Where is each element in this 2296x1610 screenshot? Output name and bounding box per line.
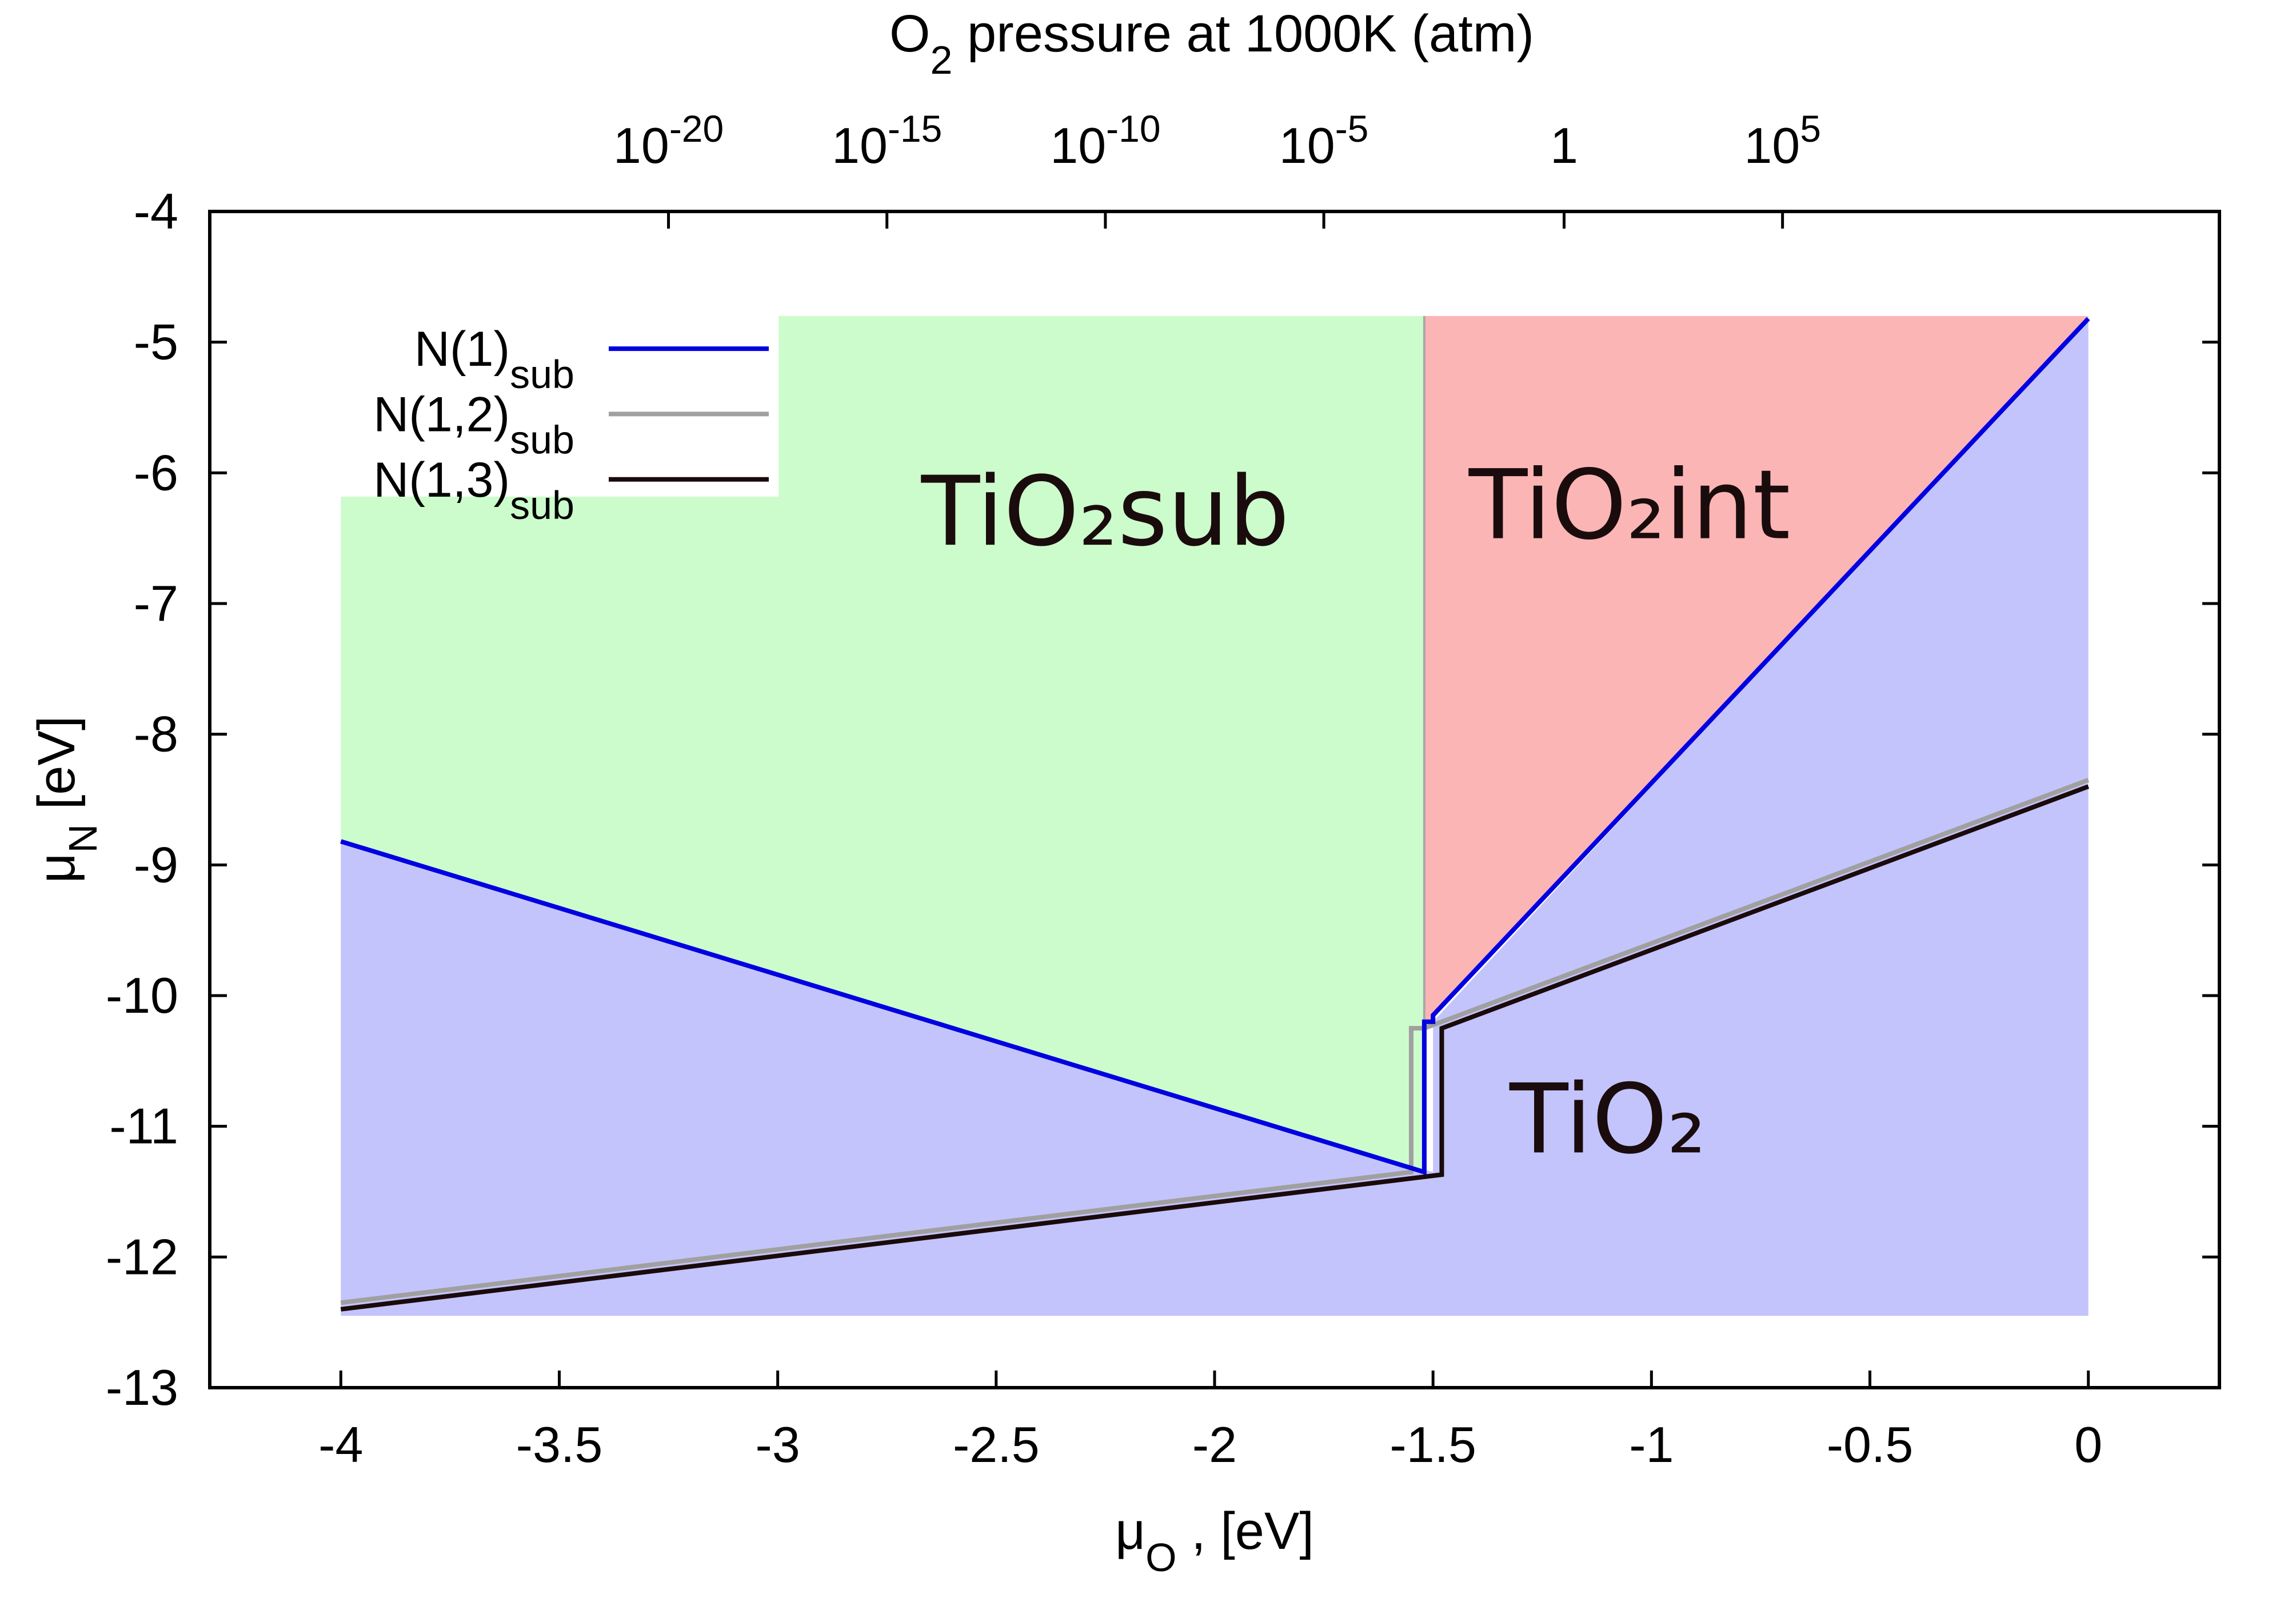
y-axis-title: μN [eV] — [27, 716, 105, 884]
region-label-tio2int: TiO₂int — [1468, 449, 1791, 561]
top-tick-label: 10-15 — [832, 107, 942, 174]
series-line-n-1-sub — [340, 317, 2090, 1176]
top-tick-label: 105 — [1744, 107, 1821, 174]
top-tick-label: 10-20 — [613, 107, 724, 174]
x-tick-label: -1 — [1629, 1416, 1674, 1473]
top-tick-label: 10-10 — [1050, 107, 1160, 174]
region-tio2sub — [341, 315, 1424, 1172]
x-tick-label: -4 — [318, 1416, 363, 1473]
region-label-tio2: TiO₂ — [1509, 1063, 1706, 1175]
region-label-tio2sub: TiO₂sub — [921, 456, 1289, 568]
series-line-n-1-3-sub — [340, 784, 2090, 1312]
y-tick-label: -10 — [106, 967, 178, 1024]
y-tick-label: -11 — [109, 1098, 178, 1154]
top-tick-label: 10-5 — [1279, 107, 1369, 174]
x-tick-label: -2 — [1192, 1416, 1237, 1473]
x-tick-label: -2.5 — [953, 1416, 1040, 1473]
legend-label-n-1-3-sub: N(1,3)sub — [373, 453, 574, 528]
legend-label-n-1-2-sub: N(1,2)sub — [373, 387, 574, 462]
x-tick-label: -3 — [756, 1416, 800, 1473]
y-tick-label: -9 — [134, 836, 178, 893]
top-tick-label: 1 — [1550, 117, 1578, 174]
y-tick-label: -6 — [134, 444, 178, 501]
y-tick-label: -12 — [106, 1228, 178, 1285]
y-tick-label: -5 — [134, 314, 178, 370]
y-tick-label: -13 — [106, 1359, 178, 1416]
legend-label-n-1-sub: N(1)sub — [414, 322, 574, 397]
region-tio2 — [341, 315, 2089, 1316]
y-tick-label: -4 — [134, 183, 178, 239]
legend-box — [338, 313, 779, 497]
series-line-n-1-2-sub — [340, 777, 2090, 1305]
y-tick-label: -7 — [134, 575, 178, 632]
y-tick-label: -8 — [134, 706, 178, 762]
x-tick-label: -0.5 — [1827, 1416, 1914, 1473]
top-axis-title: O2 pressure at 1000K (atm) — [889, 5, 1534, 82]
x-tick-label: -1.5 — [1389, 1416, 1476, 1473]
axes: -4 -3.5 -3 -2.5 -2 -1.5 -1 -0.5 0 -4 -5 -6 -7 -8 -9 -10… — [106, 107, 2219, 1473]
region-labels: TiO₂ TiO₂sub TiO₂int — [921, 449, 1791, 1176]
x-axis-title: μO , [eV] — [1115, 1502, 1314, 1580]
series-lines — [340, 317, 2090, 1312]
x-tick-label: -3.5 — [516, 1416, 603, 1473]
x-tick-label: 0 — [2074, 1416, 2102, 1473]
